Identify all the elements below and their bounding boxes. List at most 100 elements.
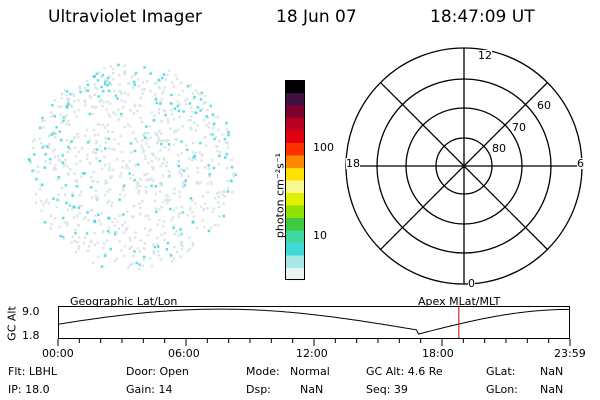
image-pixel: [202, 118, 206, 122]
image-pixel: [150, 159, 153, 163]
image-pixel: [193, 152, 197, 155]
image-pixel: [201, 219, 204, 222]
image-pixel: [178, 195, 181, 198]
image-pixel: [190, 128, 193, 131]
image-pixel: [104, 141, 108, 144]
image-pixel: [164, 198, 168, 201]
image-pixel: [100, 85, 103, 89]
image-pixel: [63, 118, 66, 121]
image-pixel: [106, 181, 109, 184]
image-pixel: [144, 142, 148, 145]
image-pixel: [96, 180, 99, 184]
image-pixel: [86, 249, 90, 253]
image-pixel: [44, 200, 47, 204]
image-pixel: [219, 151, 222, 154]
image-pixel: [210, 226, 213, 230]
image-pixel: [196, 166, 199, 170]
image-pixel: [94, 151, 98, 155]
image-pixel: [218, 140, 221, 143]
image-pixel: [143, 247, 146, 250]
image-pixel: [66, 150, 69, 154]
colorbar-tick-10: 10: [313, 229, 327, 242]
image-pixel: [62, 116, 66, 119]
image-pixel: [206, 116, 210, 119]
image-pixel: [123, 64, 126, 68]
image-pixel: [100, 265, 104, 268]
image-pixel: [184, 144, 188, 147]
image-pixel: [101, 73, 105, 77]
image-pixel: [147, 217, 151, 221]
image-pixel: [134, 236, 137, 239]
image-pixel: [128, 236, 131, 240]
image-pixel: [226, 179, 230, 183]
image-pixel: [227, 186, 230, 190]
image-pixel: [153, 245, 156, 249]
image-pixel: [142, 134, 145, 137]
image-pixel: [104, 147, 107, 150]
image-pixel: [60, 186, 64, 190]
image-pixel: [155, 210, 158, 214]
image-pixel: [154, 93, 157, 96]
image-pixel: [216, 115, 219, 119]
image-pixel: [133, 105, 137, 108]
image-pixel: [121, 159, 125, 163]
image-pixel: [93, 133, 97, 137]
image-pixel: [96, 123, 100, 126]
colorbar-cell: [285, 205, 305, 218]
image-pixel: [125, 163, 129, 167]
image-pixel: [103, 126, 107, 130]
image-pixel: [134, 137, 137, 140]
image-pixel: [154, 185, 158, 188]
image-pixel: [122, 188, 125, 192]
image-pixel: [209, 104, 212, 108]
image-pixel: [141, 264, 144, 267]
image-pixel: [67, 173, 70, 177]
image-pixel: [213, 137, 216, 141]
image-pixel: [132, 215, 135, 219]
image-pixel: [182, 110, 185, 113]
image-pixel: [88, 112, 92, 116]
image-pixel: [95, 140, 98, 143]
image-pixel: [206, 207, 209, 210]
image-pixel: [115, 158, 119, 161]
image-pixel: [221, 193, 225, 196]
image-pixel: [200, 159, 203, 162]
image-pixel: [185, 103, 188, 106]
image-pixel: [153, 199, 157, 203]
image-pixel: [62, 119, 65, 123]
image-pixel: [98, 219, 101, 222]
image-pixel: [117, 73, 121, 77]
time-tick-0600: 06:00: [168, 347, 200, 360]
image-pixel: [156, 223, 160, 226]
image-pixel: [207, 164, 210, 167]
image-pixel: [133, 73, 136, 77]
image-pixel: [181, 185, 185, 189]
image-pixel: [83, 172, 86, 175]
image-pixel: [83, 236, 87, 239]
image-pixel: [140, 144, 143, 148]
image-pixel: [98, 144, 102, 148]
image-pixel: [34, 201, 38, 204]
image-pixel: [67, 99, 70, 102]
image-pixel: [152, 119, 156, 122]
altitude-curve: [57, 308, 570, 335]
image-pixel: [75, 180, 79, 184]
image-pixel: [73, 110, 76, 114]
image-pixel: [114, 113, 117, 116]
image-pixel: [50, 223, 53, 226]
image-pixel: [130, 75, 134, 79]
image-pixel: [212, 166, 216, 170]
image-pixel: [155, 101, 159, 105]
image-pixel: [143, 88, 146, 91]
image-pixel: [67, 97, 71, 101]
image-pixel: [136, 183, 140, 187]
image-pixel: [64, 184, 68, 187]
image-pixel: [36, 165, 40, 168]
image-pixel: [130, 142, 133, 145]
image-pixel: [125, 226, 129, 230]
image-pixel: [93, 106, 97, 109]
image-pixel: [73, 100, 76, 103]
image-pixel: [148, 230, 151, 233]
image-pixel: [67, 119, 70, 123]
image-pixel: [143, 66, 146, 69]
